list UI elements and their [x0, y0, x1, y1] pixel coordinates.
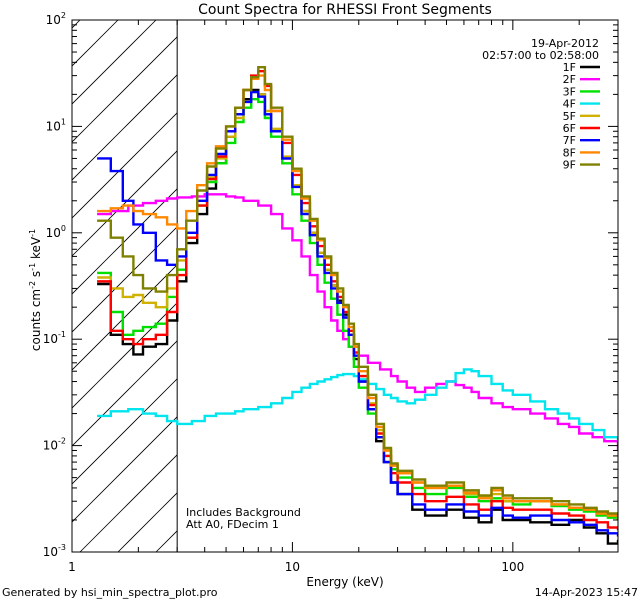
y-tick-label: 10-3	[43, 543, 66, 559]
y-tick-label: 10-2	[43, 437, 66, 453]
axis-ticks: 1 10 100 10-3 10-2 10-1 100 101 102	[43, 11, 619, 574]
hatch-line	[79, 454, 177, 552]
annotation-background: Includes Background	[186, 506, 301, 519]
series-group	[97, 66, 618, 545]
y-tick-label: 10-1	[43, 330, 66, 346]
hatch-line	[72, 20, 81, 29]
hatch-line	[72, 416, 177, 523]
hatch-line	[72, 264, 177, 371]
hatch-line	[72, 112, 177, 219]
chart-title: Count Spectra for RHESSI Front Segments	[198, 2, 492, 18]
series-line-7F	[97, 90, 618, 537]
series-line-6F	[97, 70, 618, 531]
hatch-line	[270, 20, 640, 552]
plot-frame	[71, 19, 619, 553]
series-line-4F	[97, 368, 618, 442]
x-axis-label: Energy (keV)	[306, 575, 383, 589]
legend-label-3F: 3F	[563, 85, 576, 98]
legend-label-1F: 1F	[563, 61, 576, 74]
legend-label-2F: 2F	[563, 73, 576, 86]
hatch-line	[232, 20, 640, 552]
y-tick-label: 101	[46, 117, 66, 133]
date-label: 19-Apr-2012	[531, 37, 599, 50]
series-line-2F	[97, 193, 618, 451]
hatched-region	[0, 20, 640, 552]
hatch-line	[72, 74, 177, 181]
series-line-9F	[97, 66, 618, 518]
legend-label-5F: 5F	[563, 110, 576, 123]
y-tick-label: 102	[46, 11, 66, 27]
hatch-line	[72, 20, 157, 105]
series-line-1F	[97, 88, 618, 545]
legend-label-6F: 6F	[563, 122, 576, 135]
legend-label-4F: 4F	[563, 98, 576, 111]
hatch-line	[72, 150, 177, 257]
legend-label-8F: 8F	[563, 146, 576, 159]
x-tick-label: 1	[68, 560, 76, 574]
time-range-label: 02:57:00 to 02:58:00	[482, 49, 599, 62]
footer-timestamp: 14-Apr-2023 15:47	[535, 586, 638, 599]
legend-label-9F: 9F	[563, 159, 576, 172]
x-tick-label: 10	[285, 560, 300, 574]
hatch-line	[72, 378, 177, 485]
y-axis-label: counts cm-2 s-1 keV-1	[28, 229, 43, 351]
hatch-line	[72, 36, 177, 143]
legend-label-7F: 7F	[563, 134, 576, 147]
hatch-line	[0, 20, 4, 552]
hatch-line	[72, 188, 177, 295]
y-tick-label: 100	[46, 224, 66, 240]
footer-generated-by: Generated by hsi_min_spectra_plot.pro	[2, 586, 218, 599]
series-line-5F	[97, 90, 618, 520]
hatch-line	[72, 20, 119, 67]
x-tick-label: 100	[501, 560, 524, 574]
hatch-line	[72, 226, 177, 333]
annotation-attenuator: Att A0, FDecim 1	[186, 518, 279, 531]
